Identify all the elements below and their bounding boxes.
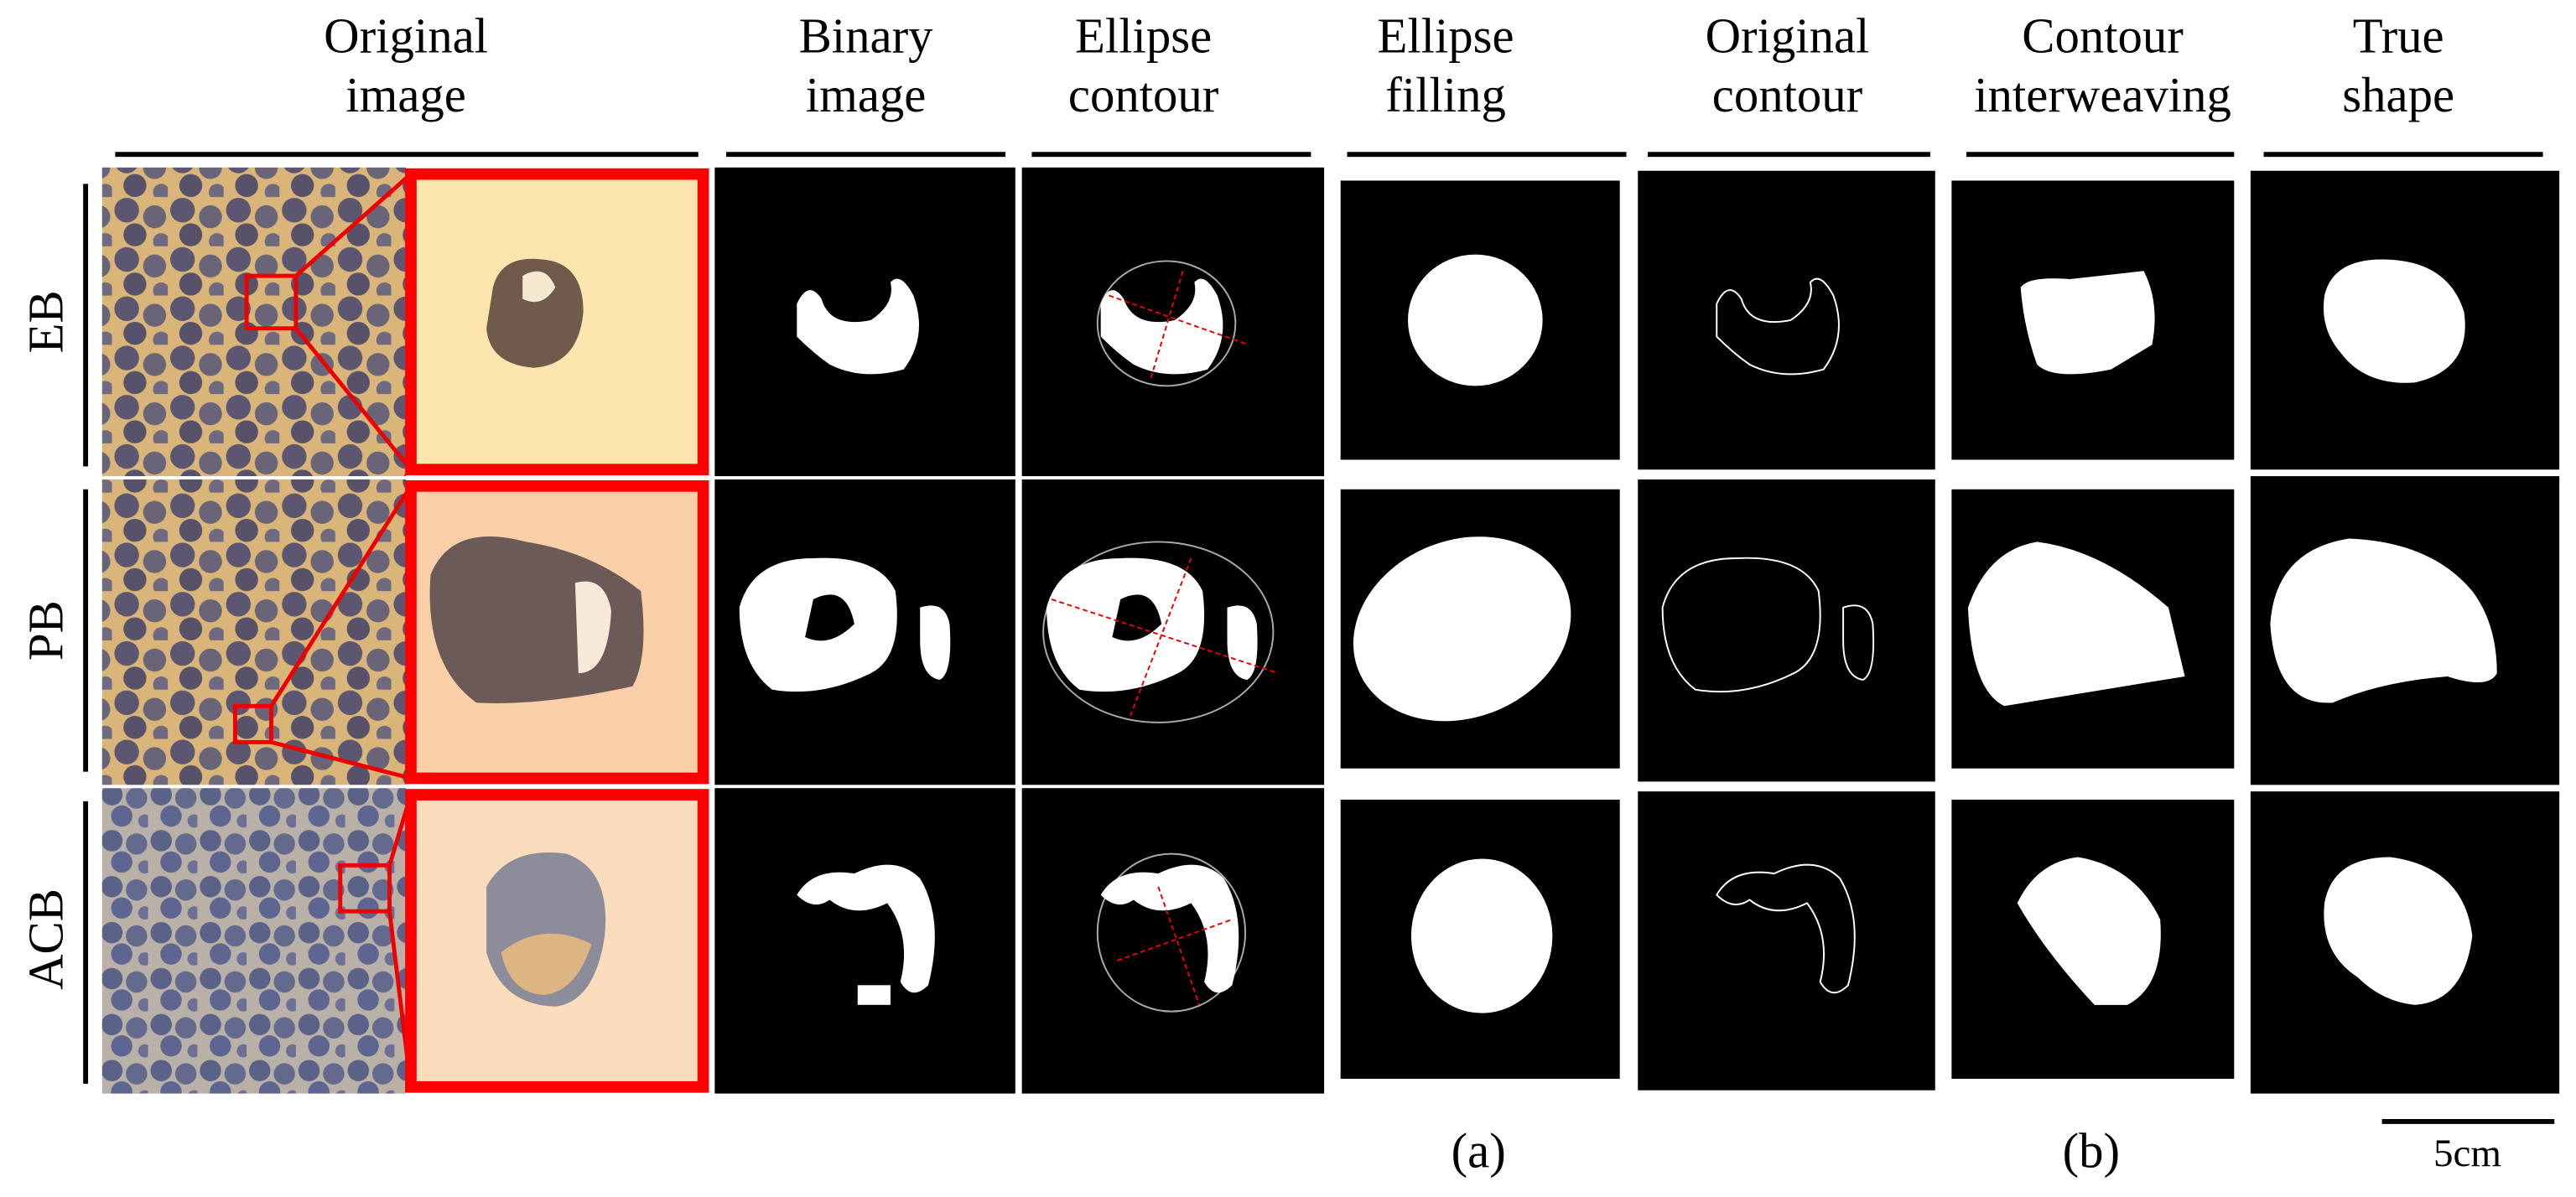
- caption: (a): [1452, 1124, 1506, 1179]
- column-header: image: [345, 68, 466, 122]
- column-header: Ellipse: [1075, 9, 1212, 64]
- row-label: EB: [19, 290, 74, 353]
- column-header: interweaving: [1974, 68, 2231, 122]
- row-label: PB: [19, 600, 74, 661]
- panels: [83, 167, 2560, 1124]
- column-header: True: [2353, 9, 2444, 64]
- column-header: image: [806, 68, 927, 122]
- column-header: shape: [2342, 68, 2454, 122]
- column-header: Binary: [799, 9, 934, 64]
- column-header: Ellipse: [1377, 9, 1514, 64]
- row-label: ACB: [19, 889, 74, 990]
- caption: (b): [2063, 1124, 2121, 1179]
- column-header: contour: [1712, 68, 1863, 122]
- column-header: filling: [1385, 68, 1506, 122]
- column-header: Contour: [2022, 9, 2184, 64]
- column-header: Original: [324, 9, 488, 64]
- column-header: Original: [1706, 9, 1870, 64]
- scale-bar-label: 5cm: [2433, 1132, 2501, 1175]
- column-header: contour: [1068, 68, 1219, 122]
